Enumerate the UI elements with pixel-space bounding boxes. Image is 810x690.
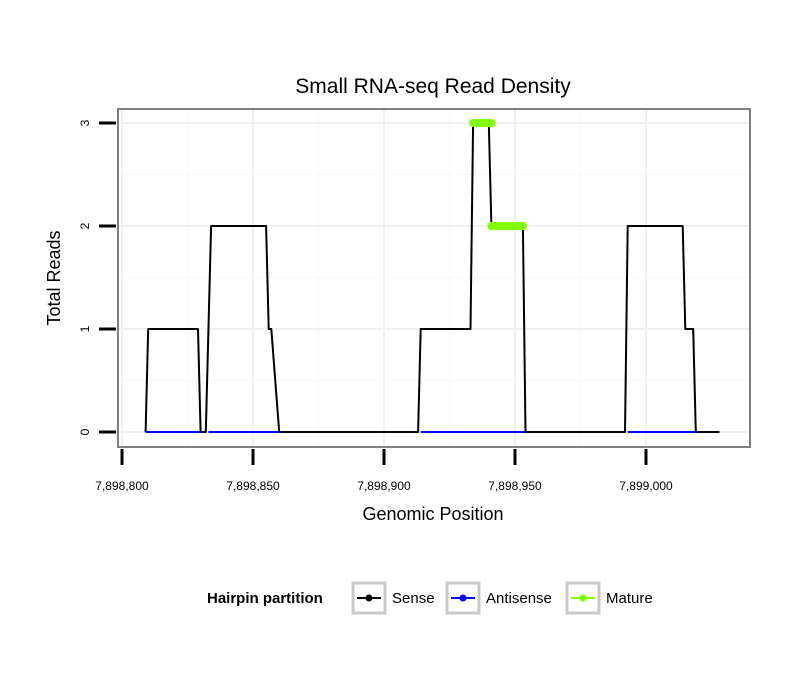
x-tick-label: 7,899,000: [619, 479, 673, 493]
legend-key-point: [365, 594, 373, 602]
x-tick-label: 7,898,900: [357, 479, 411, 493]
legend-key-point: [459, 594, 467, 602]
x-tick-label: 7,898,800: [95, 479, 149, 493]
legend-label-sense: Sense: [392, 590, 435, 607]
legend-label-mature: Mature: [606, 590, 653, 607]
plot-panel-border: [117, 108, 751, 448]
y-axis-title: Total Reads: [44, 230, 64, 325]
y-tick-label: 2: [78, 222, 92, 229]
chart-title: Small RNA-seq Read Density: [295, 75, 571, 98]
x-tick-label: 7,898,850: [226, 479, 280, 493]
y-tick-label: 1: [78, 325, 92, 332]
x-tick-label: 7,898,950: [488, 479, 542, 493]
y-tick-label: 0: [78, 428, 92, 435]
sense-series-line: [144, 122, 720, 433]
y-tick-label: 3: [78, 119, 92, 126]
legend: Hairpin partition Sense Antisense Mature: [207, 581, 653, 615]
x-axis-title: Genomic Position: [362, 504, 503, 524]
series-layer: [144, 119, 720, 433]
y-axis: 0 1 2 3: [78, 119, 116, 435]
legend-title: Hairpin partition: [207, 590, 323, 607]
x-axis: 7,898,800 7,898,850 7,898,900 7,898,950 7,89…: [95, 449, 673, 493]
legend-label-antisense: Antisense: [486, 590, 552, 607]
legend-key-point: [579, 594, 587, 602]
